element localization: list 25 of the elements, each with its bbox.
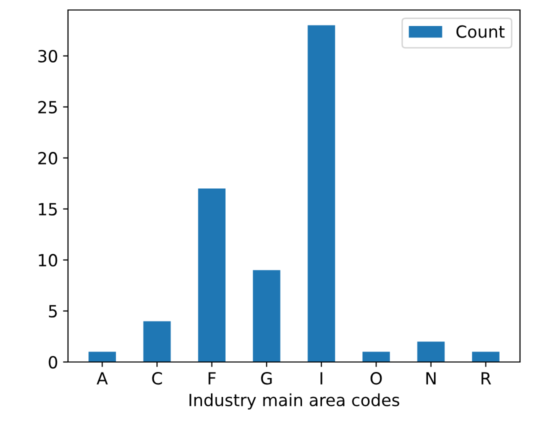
x-tick-label: G — [261, 372, 272, 385]
bar — [143, 321, 171, 362]
legend-label: Count — [456, 25, 505, 38]
x-axis-title: Industry main area codes — [190, 393, 400, 410]
bar — [417, 342, 445, 362]
x-tick-label: O — [370, 372, 382, 385]
bar — [472, 352, 500, 362]
y-tick-label: 30 — [38, 50, 58, 62]
bar — [308, 25, 336, 362]
bar — [88, 352, 116, 362]
x-tick-label: R — [482, 372, 492, 384]
x-tick-label: N — [426, 372, 436, 384]
bar — [198, 188, 226, 362]
y-tick-label: 10 — [38, 254, 58, 267]
y-tick-label: 5 — [48, 305, 57, 318]
x-tick-label: I — [320, 372, 322, 384]
bar — [252, 270, 280, 362]
x-tick-label: F — [208, 372, 216, 384]
y-tick-label: 0 — [48, 356, 58, 369]
x-tick-label: C — [152, 372, 162, 385]
x-tick-label: A — [96, 372, 108, 384]
y-tick-label: 20 — [38, 152, 58, 165]
bar — [362, 352, 390, 362]
y-tick-label: 15 — [38, 203, 57, 216]
y-tick-label: 25 — [38, 100, 57, 114]
